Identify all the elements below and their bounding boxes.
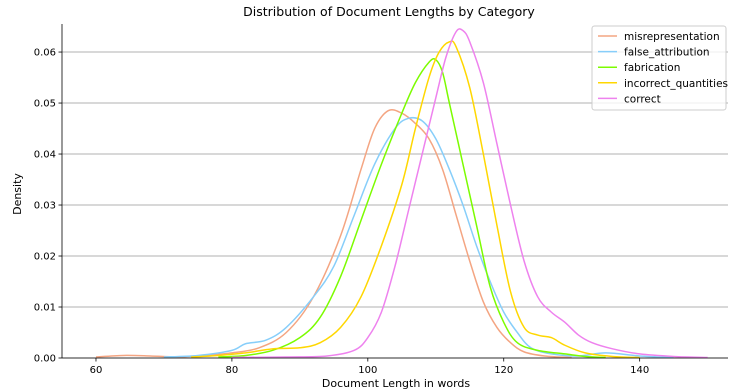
tick-labels: 60 80 100 120 140 0.00 0.01 0.02 0.03 0.04 0.05 0.0…: [34, 48, 649, 376]
legend-label-correct: correct: [624, 93, 661, 105]
legend-label-incorrect-quantities: incorrect_quantities: [624, 78, 728, 90]
y-tick-label: 0.01: [34, 303, 56, 314]
series-line-misrepresentation: [95, 108, 572, 359]
legend-label-false-attribution: false_attribution: [624, 47, 710, 59]
legend-label-fabrication: fabrication: [624, 62, 680, 74]
y-axis-label: Density: [11, 173, 24, 215]
y-tick-label: 0.00: [34, 354, 56, 365]
series-line-fabrication: [218, 57, 606, 359]
series-line-incorrect-quantities: [191, 40, 640, 359]
y-tick-label: 0.05: [34, 99, 56, 110]
series-lines: [95, 28, 708, 359]
x-tick-label: 140: [630, 365, 649, 376]
grid-lines: [62, 51, 728, 359]
legend-label-misrepresentation: misrepresentation: [624, 31, 720, 43]
legend: misrepresentation false_attributionfabric…: [591, 25, 728, 111]
x-tick-label: 100: [358, 365, 377, 376]
y-tick-label: 0.04: [34, 150, 56, 161]
y-tick-label: 0.03: [34, 201, 56, 212]
chart-title: Distribution of Document Lengths by Cate…: [243, 4, 535, 19]
y-tick-label: 0.06: [34, 48, 56, 59]
x-axis-label: Document Length in words: [322, 377, 470, 390]
x-tick-label: 60: [90, 365, 103, 376]
legend-box: [591, 25, 727, 111]
y-tick-label: 0.02: [34, 252, 56, 263]
x-tick-label: 80: [226, 365, 239, 376]
axes: [61, 24, 728, 359]
x-tick-label: 120: [494, 365, 513, 376]
series-line-correct: [231, 28, 708, 359]
